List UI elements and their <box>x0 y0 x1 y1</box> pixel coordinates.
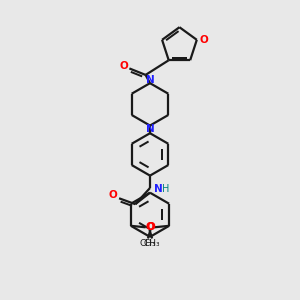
Text: O: O <box>199 35 208 45</box>
Text: CH₃: CH₃ <box>144 239 160 248</box>
Text: N: N <box>154 184 163 194</box>
Text: O: O <box>120 61 128 71</box>
Text: N: N <box>146 75 154 85</box>
Text: CH₃: CH₃ <box>140 239 156 248</box>
Text: O: O <box>145 222 154 232</box>
Text: N: N <box>146 124 154 134</box>
Text: H: H <box>162 184 169 194</box>
Text: O: O <box>109 190 118 200</box>
Text: O: O <box>146 222 155 232</box>
